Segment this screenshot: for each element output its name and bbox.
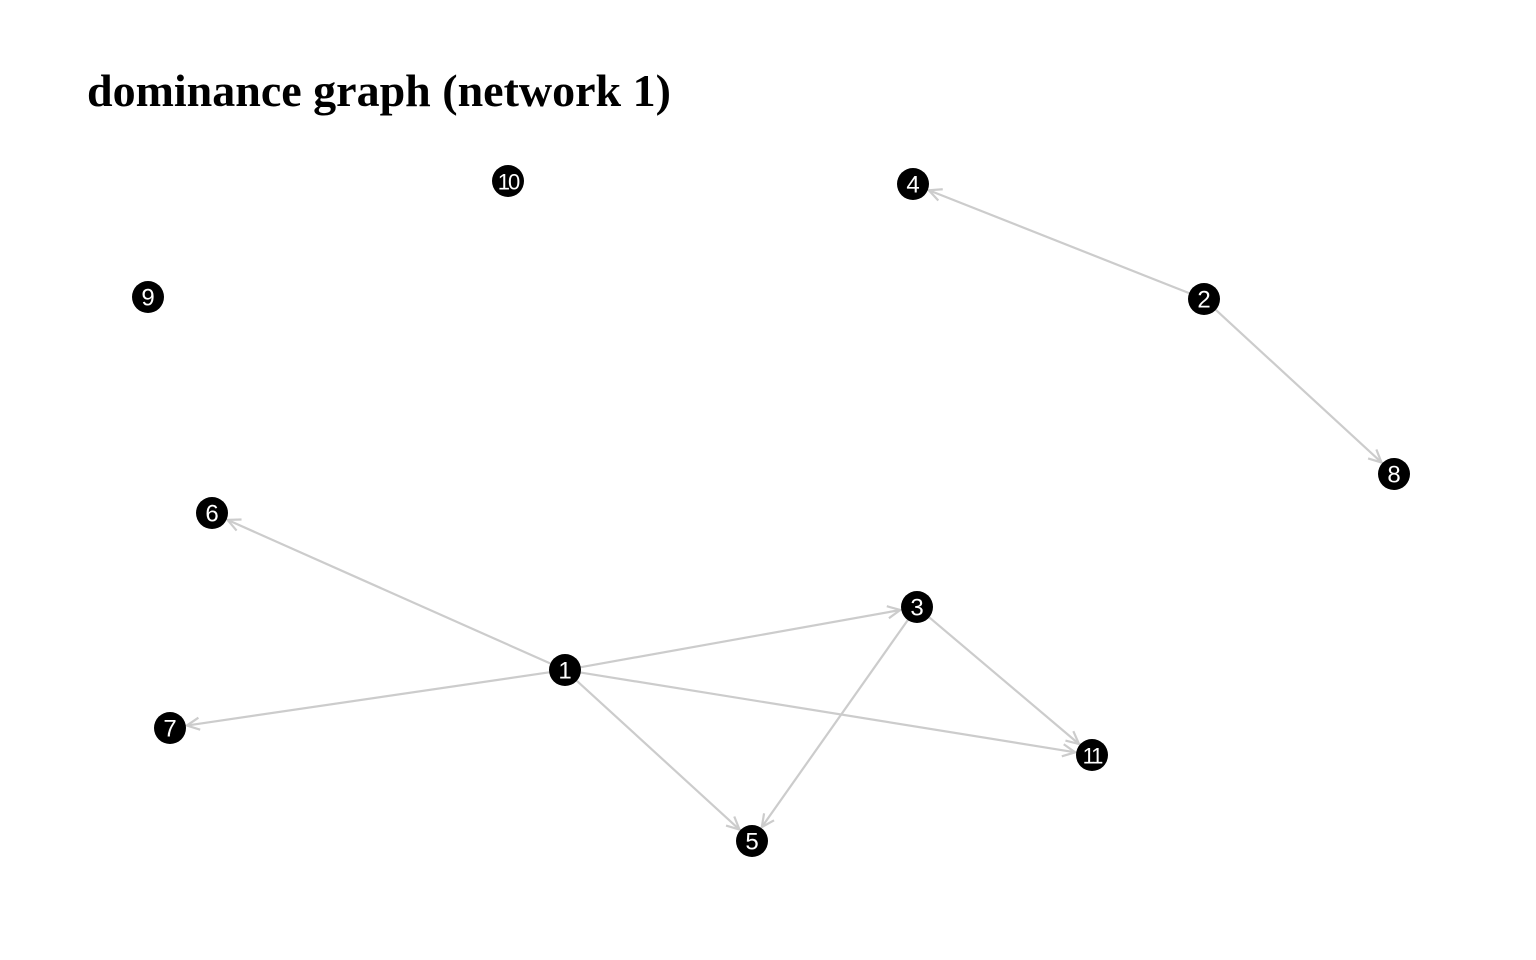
edge-line	[580, 671, 1076, 754]
edge-arrowhead	[1065, 730, 1081, 746]
node-circle	[1076, 739, 1108, 771]
node-9: 9	[132, 281, 164, 313]
node-circle	[154, 712, 186, 744]
edge-arrowhead	[1367, 449, 1384, 465]
node-circle	[549, 654, 581, 686]
edge-line	[928, 616, 1080, 745]
node-circle	[901, 591, 933, 623]
node-1: 1	[549, 654, 581, 686]
edge-line	[928, 189, 1190, 295]
node-label: 5	[745, 829, 758, 856]
edges-layer	[184, 188, 1384, 832]
node-circle	[1378, 458, 1410, 490]
edge-line	[580, 608, 901, 669]
node-5: 5	[736, 825, 768, 857]
nodes-layer: 1 2 3 4 5 6 7 8 9 10 11	[132, 165, 1410, 857]
edge-2-to-4	[926, 188, 1190, 295]
edge-arrowhead	[886, 605, 903, 620]
node-circle	[492, 165, 524, 197]
edge-arrowhead	[725, 816, 742, 832]
edge-line	[576, 679, 741, 831]
node-circle	[897, 168, 929, 200]
node-label: 3	[910, 595, 923, 622]
node-circle	[132, 281, 164, 313]
edge-line	[760, 619, 909, 828]
edge-line	[1215, 309, 1383, 464]
node-11: 11	[1076, 739, 1108, 771]
edge-line	[186, 671, 550, 727]
node-3: 3	[901, 591, 933, 623]
node-circle	[196, 497, 228, 529]
graph-title: dominance graph (network 1)	[87, 65, 671, 116]
edge-arrowhead	[184, 716, 201, 731]
node-label: 10	[498, 170, 520, 195]
edge-1-to-11	[580, 671, 1078, 758]
node-label: 9	[141, 285, 154, 312]
node-label: 4	[906, 172, 919, 199]
node-circle	[1188, 283, 1220, 315]
node-7: 7	[154, 712, 186, 744]
edge-line	[227, 518, 551, 665]
node-label: 11	[1083, 744, 1104, 769]
node-label: 6	[205, 501, 218, 528]
edge-arrowhead	[1061, 743, 1078, 758]
edge-2-to-8	[1215, 309, 1384, 465]
node-label: 2	[1197, 287, 1210, 314]
edge-1-to-5	[576, 679, 742, 832]
edge-3-to-11	[928, 616, 1081, 746]
edge-1-to-7	[184, 671, 550, 731]
edge-arrowhead	[225, 518, 242, 532]
node-6: 6	[196, 497, 228, 529]
node-4: 4	[897, 168, 929, 200]
node-label: 8	[1387, 462, 1400, 489]
node-label: 7	[163, 716, 176, 743]
edge-arrowhead	[760, 813, 775, 830]
node-8: 8	[1378, 458, 1410, 490]
edge-1-to-3	[580, 605, 903, 669]
node-10: 10	[492, 165, 524, 197]
edge-arrowhead	[926, 188, 943, 202]
node-label: 1	[558, 658, 571, 685]
node-circle	[736, 825, 768, 857]
node-2: 2	[1188, 283, 1220, 315]
edge-3-to-5	[760, 619, 909, 830]
edge-1-to-6	[225, 518, 551, 665]
